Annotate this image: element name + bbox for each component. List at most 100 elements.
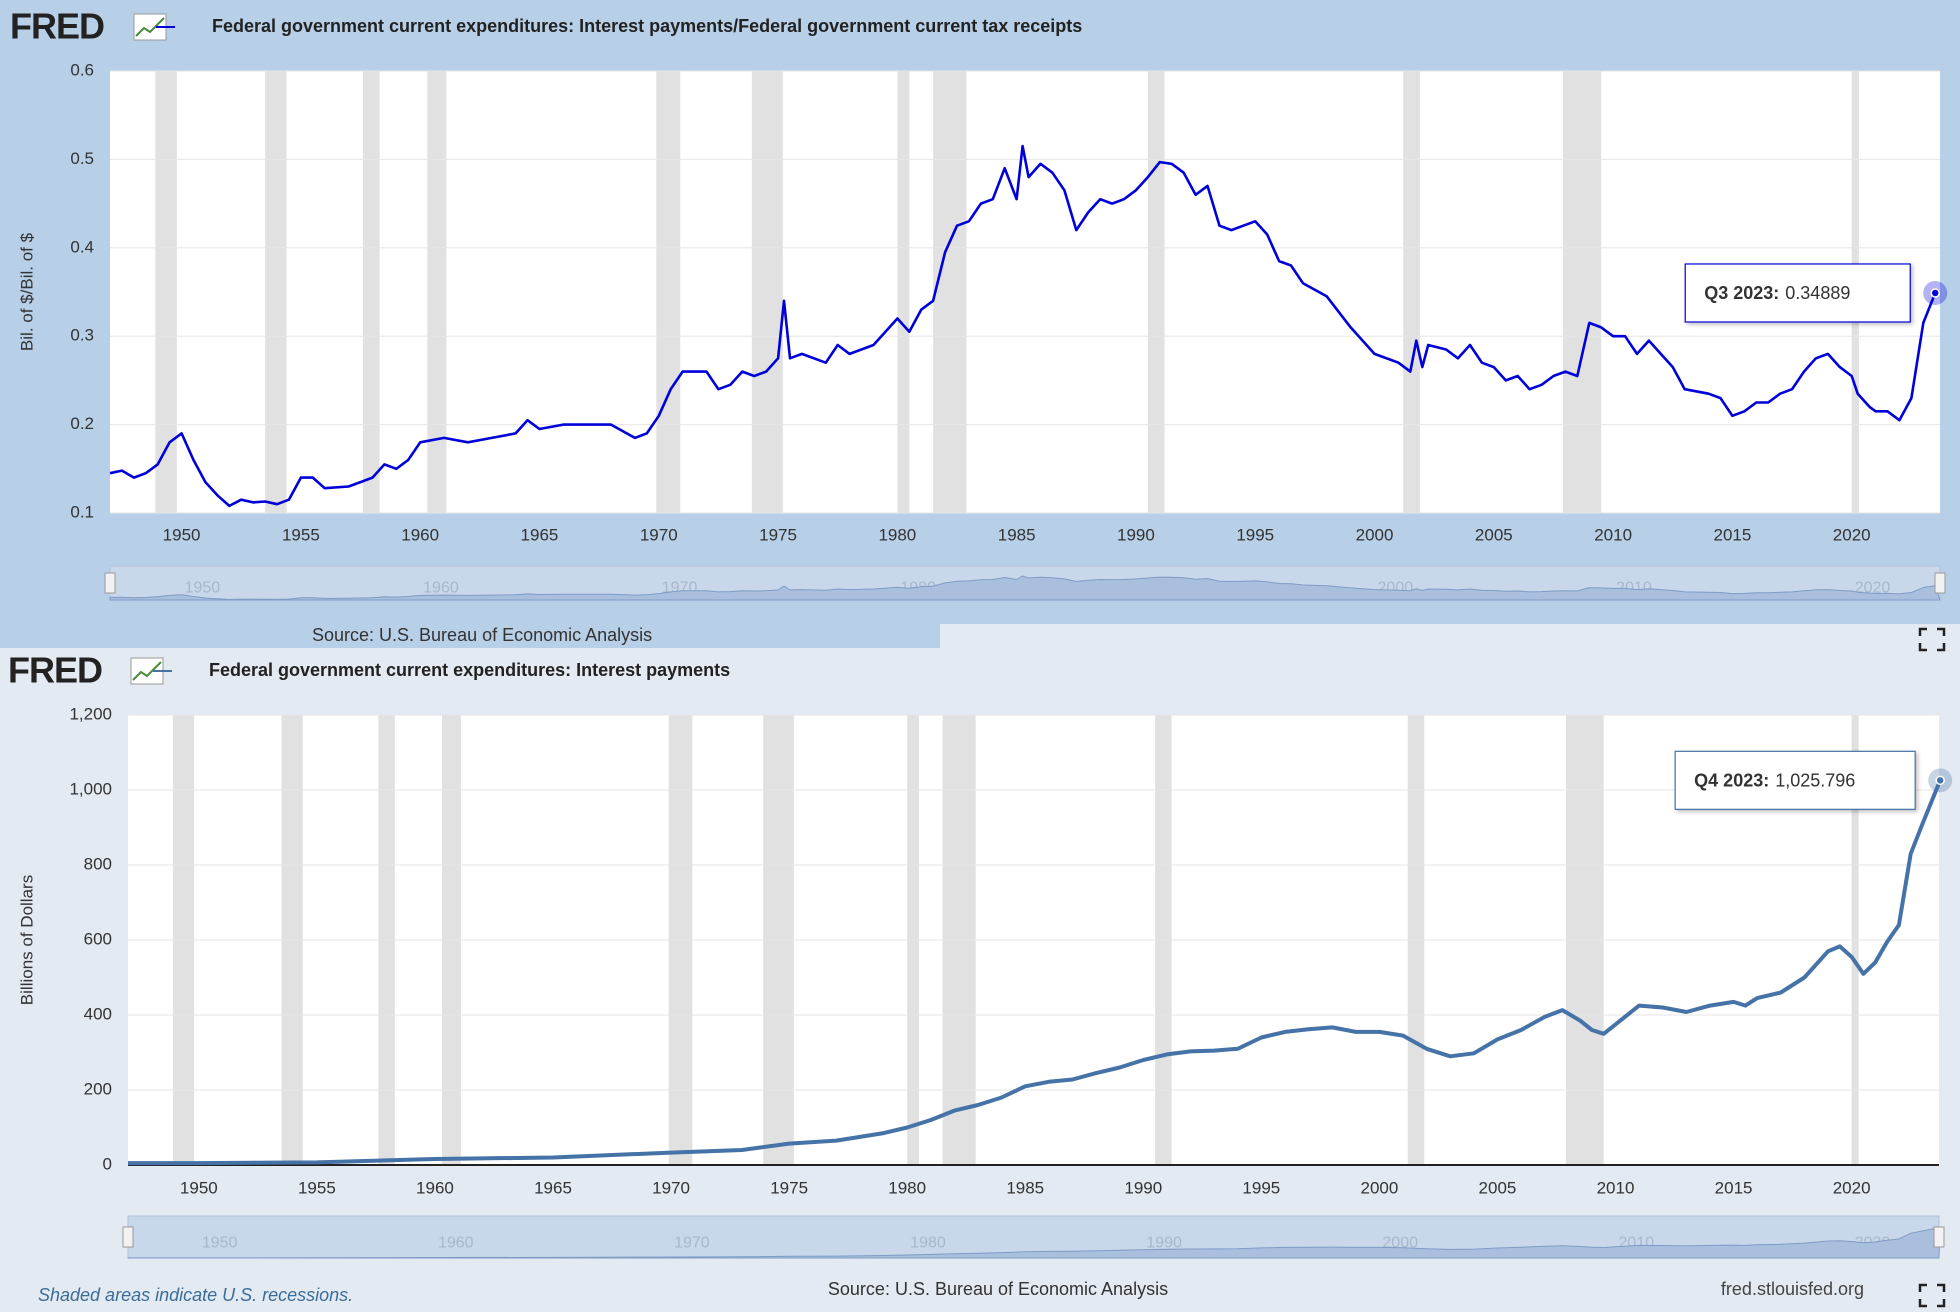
x-tick-label: 1995 — [1236, 525, 1274, 544]
x-tick-label: 2010 — [1594, 525, 1632, 544]
navigator — [127, 1215, 1940, 1259]
x-tick-label: 1965 — [534, 1178, 572, 1197]
x-tick-label: 2000 — [1356, 525, 1394, 544]
navigator-label: 1950 — [185, 579, 221, 596]
recession-band — [265, 71, 287, 513]
x-tick-label: 2020 — [1833, 1178, 1871, 1197]
x-tick-label: 1985 — [1006, 1178, 1044, 1197]
navigator-label: 1970 — [674, 1235, 710, 1252]
navigator-label: 1990 — [1146, 1235, 1182, 1252]
navigator-label: 1950 — [202, 1235, 238, 1252]
x-tick-label: 2015 — [1715, 1178, 1753, 1197]
recession-band — [751, 71, 783, 513]
navigator-series — [109, 575, 1941, 601]
recession-band — [362, 71, 380, 513]
x-tick-label: 1970 — [652, 1178, 690, 1197]
tooltip: Q4 2023: 1,025.796 — [1694, 770, 1855, 790]
logo-text: FRED — [8, 650, 102, 691]
x-tick-label: 1965 — [521, 525, 559, 544]
recession-band — [1147, 71, 1165, 513]
x-tick-label: 2005 — [1479, 1178, 1517, 1197]
navigator-handle[interactable] — [1934, 572, 1946, 594]
series-line — [128, 779, 1943, 1166]
source: Source: U.S. Bureau of Economic Analysis — [828, 1279, 1168, 1299]
fullscreen-2[interactable] — [1918, 1283, 1946, 1308]
logo-2: FRED — [8, 650, 164, 691]
y-tick-label: 600 — [84, 929, 112, 948]
fred-url[interactable]: fred.stlouisfed.org — [1721, 1279, 1864, 1299]
navigator-handle[interactable] — [1933, 1226, 1945, 1248]
tooltip-value: 1,025.796 — [1775, 770, 1855, 790]
navigator-series — [127, 1226, 1941, 1259]
recession-band — [897, 71, 910, 513]
chart-title: Federal government current expenditures:… — [212, 16, 1082, 36]
y-tick-label: 0.1 — [70, 502, 94, 521]
y-tick-label: 200 — [84, 1079, 112, 1098]
hover-point — [1935, 775, 1945, 786]
recession-band — [155, 71, 177, 513]
y-tick-label: 400 — [84, 1004, 112, 1023]
x-tick-label: 1985 — [998, 525, 1036, 544]
recession-band — [427, 71, 447, 513]
y-tick-label: 0.2 — [70, 414, 94, 433]
x-tick-label: 1950 — [180, 1178, 218, 1197]
recession-band — [656, 71, 681, 513]
logo-icon-line — [132, 661, 162, 681]
recession-band — [1563, 71, 1602, 513]
panel-gap — [940, 624, 1960, 648]
y-tick-label: 0.4 — [70, 237, 94, 256]
recession-note: Shaded areas indicate U.S. recessions. — [38, 1285, 353, 1305]
navigator-handle[interactable] — [104, 572, 116, 594]
recession-band — [1403, 71, 1420, 513]
y-tick-label: 0.6 — [70, 60, 94, 79]
x-tick-label: 1970 — [640, 525, 678, 544]
navigator-label: 1980 — [910, 1235, 946, 1252]
logo-text: FRED — [10, 6, 104, 47]
x-tick-label: 1980 — [888, 1178, 926, 1197]
y-axis-label: Bil. of $/Bil. of $ — [17, 232, 36, 351]
navigator-handle[interactable] — [122, 1226, 134, 1248]
y-tick-label: 0 — [103, 1154, 112, 1173]
tooltip-value: 0.34889 — [1785, 283, 1850, 303]
y-tick-label: 1,000 — [69, 779, 112, 798]
navigator-label: 1960 — [438, 1235, 474, 1252]
x-tick-label: 1955 — [282, 525, 320, 544]
tooltip: Q3 2023: 0.34889 — [1704, 283, 1850, 303]
logo-icon-line — [135, 17, 165, 37]
fullscreen-1[interactable] — [1918, 627, 1946, 652]
x-tick-label: 2020 — [1833, 525, 1871, 544]
navigator-label: 2020 — [1855, 579, 1891, 596]
series-line — [109, 144, 1937, 508]
tooltip-label: Q3 2023: — [1704, 283, 1779, 303]
source: Source: U.S. Bureau of Economic Analysis — [312, 625, 652, 645]
navigator-label: 1960 — [423, 579, 459, 596]
x-tick-label: 1990 — [1124, 1178, 1162, 1197]
x-tick-label: 2000 — [1360, 1178, 1398, 1197]
fullscreen-icon[interactable] — [1918, 627, 1946, 1308]
x-tick-label: 2010 — [1597, 1178, 1635, 1197]
x-tick-label: 1980 — [878, 525, 916, 544]
tooltip-label: Q4 2023: — [1694, 770, 1769, 790]
recession-band — [933, 71, 967, 513]
y-tick-label: 800 — [84, 854, 112, 873]
x-tick-label: 1960 — [416, 1178, 454, 1197]
x-tick-label: 2005 — [1475, 525, 1513, 544]
y-tick-label: 0.5 — [70, 149, 94, 168]
y-axis-label: Billions of Dollars — [17, 875, 36, 1005]
plot-area — [110, 71, 1940, 513]
y-tick-label: 1,200 — [69, 704, 112, 723]
x-tick-label: 1995 — [1242, 1178, 1280, 1197]
x-tick-label: 1955 — [298, 1178, 336, 1197]
x-tick-label: 1975 — [759, 525, 797, 544]
x-tick-label: 1960 — [401, 525, 439, 544]
hover-point — [1930, 288, 1940, 298]
x-tick-label: 2015 — [1714, 525, 1752, 544]
x-tick-label: 1990 — [1117, 525, 1155, 544]
x-tick-label: 1950 — [163, 525, 201, 544]
tooltip-box — [1684, 263, 1911, 323]
chart-title: Federal government current expenditures:… — [209, 660, 730, 680]
x-tick-label: 1975 — [770, 1178, 808, 1197]
tooltip-box — [1674, 750, 1916, 810]
y-tick-label: 0.3 — [70, 326, 94, 345]
